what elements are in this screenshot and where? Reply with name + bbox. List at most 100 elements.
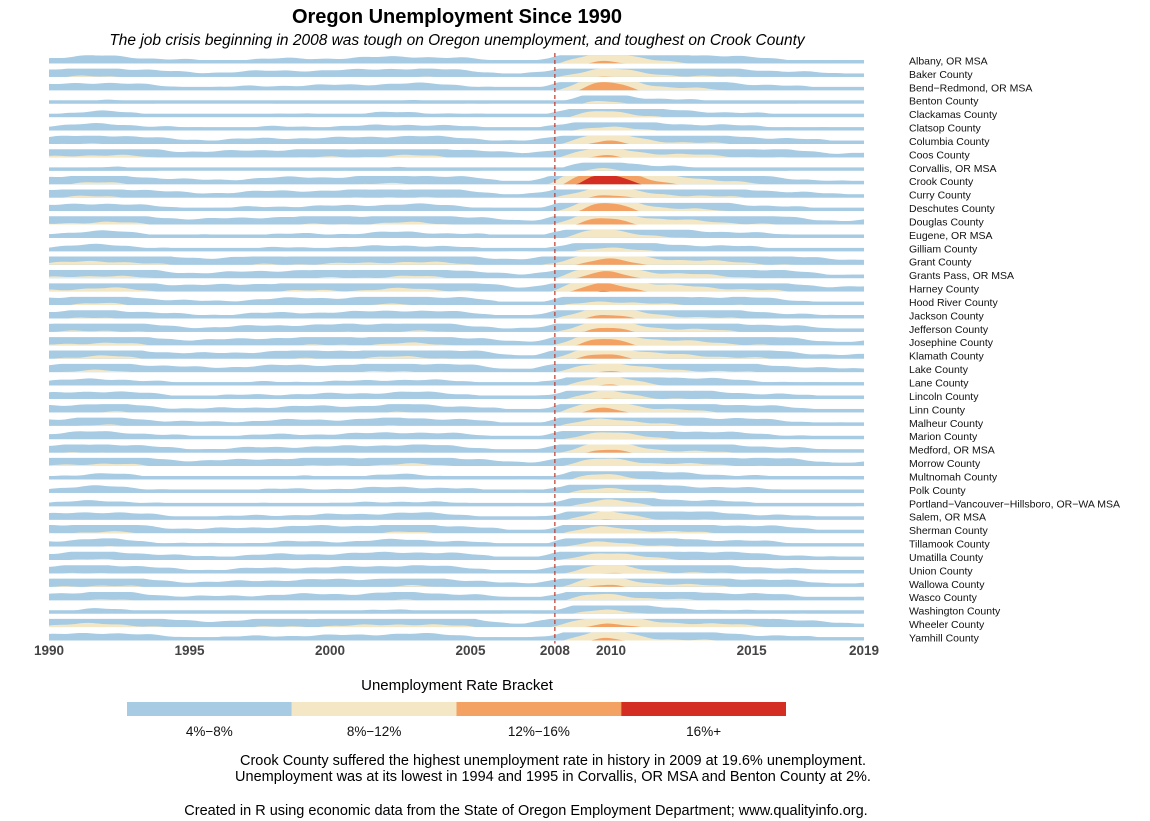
- horizon-row-9: [49, 162, 864, 171]
- row-label: Wasco County: [909, 592, 978, 604]
- row-label: Douglas County: [909, 216, 984, 228]
- horizon-row-44: [49, 632, 864, 641]
- horizon-row-21: [49, 323, 864, 332]
- row-label: Linn County: [909, 404, 966, 416]
- row-band-1: [49, 269, 864, 279]
- horizon-row-38: [49, 551, 864, 560]
- row-band-1: [49, 323, 864, 332]
- row-band-2: [49, 135, 864, 144]
- row-band-2: [49, 553, 864, 560]
- row-label: Lane County: [909, 378, 969, 390]
- row-labels: Albany, OR MSA Baker CountyBend−Redmond, …: [909, 55, 1120, 644]
- horizon-row-19: [49, 296, 864, 305]
- row-band-1: [49, 578, 864, 587]
- legend-label: 16%+: [686, 724, 721, 739]
- row-band-1: [49, 471, 864, 480]
- row-band-1: [49, 498, 864, 507]
- x-tick-label: 2019: [849, 643, 879, 658]
- horizon-row-28: [49, 417, 864, 426]
- legend-label: 12%−16%: [508, 724, 570, 739]
- row-label: Jefferson County: [909, 324, 989, 336]
- row-band-1: [49, 95, 864, 104]
- source-note: Created in R using economic data from th…: [184, 803, 867, 819]
- row-band-2: [49, 269, 864, 279]
- horizon-row-7: [49, 135, 864, 144]
- row-band-1: [49, 108, 864, 118]
- row-band-1: [49, 243, 864, 252]
- legend-swatch: [621, 702, 786, 716]
- row-band-2: [49, 283, 864, 292]
- horizon-rows: [49, 55, 864, 641]
- horizon-row-43: [49, 618, 864, 628]
- row-band-2: [49, 189, 864, 198]
- row-label: Albany, OR MSA: [909, 55, 988, 67]
- row-label: Josephine County: [909, 337, 994, 349]
- row-band-2: [49, 418, 864, 426]
- row-label: Crook County: [909, 176, 974, 188]
- row-band-2: [49, 256, 864, 265]
- row-band-1: [49, 189, 864, 198]
- chart-title: Oregon Unemployment Since 1990: [292, 6, 622, 28]
- row-label: Wheeler County: [909, 619, 985, 631]
- horizon-row-31: [49, 457, 864, 467]
- legend-label: 8%−12%: [347, 724, 401, 739]
- row-band-1: [49, 68, 864, 77]
- row-label: Gilliam County: [909, 243, 978, 255]
- row-band-1: [49, 202, 864, 212]
- horizon-row-2: [49, 68, 864, 77]
- horizon-row-8: [49, 149, 864, 158]
- row-label: Lincoln County: [909, 391, 979, 403]
- horizon-row-39: [49, 565, 864, 574]
- horizon-row-40: [49, 578, 864, 587]
- horizon-row-13: [49, 216, 864, 225]
- row-band-1: [49, 444, 864, 453]
- horizon-row-14: [49, 229, 864, 238]
- row-label: Clatsop County: [909, 123, 982, 135]
- horizon-row-18: [49, 283, 864, 292]
- x-tick-label: 2005: [456, 643, 487, 658]
- row-band-3: [49, 176, 864, 185]
- row-band-1: [49, 296, 864, 305]
- row-label: Salem, OR MSA: [909, 512, 986, 524]
- row-label: Malheur County: [909, 418, 984, 430]
- x-axis: 1990 1995 2000 2005 2008 2010 2015 2019: [34, 643, 879, 658]
- row-band-1: [49, 135, 864, 144]
- horizon-row-23: [49, 350, 864, 359]
- legend-swatch: [456, 702, 622, 716]
- row-base-band: [49, 100, 864, 104]
- row-band-1: [49, 216, 864, 225]
- legend-title: Unemployment Rate Bracket: [361, 677, 554, 694]
- row-label: Curry County: [909, 190, 972, 202]
- row-label: Sherman County: [909, 525, 989, 537]
- row-band-1: [49, 310, 864, 319]
- row-label: Coos County: [909, 149, 970, 161]
- x-tick-label: 2008: [540, 643, 571, 658]
- horizon-row-27: [49, 404, 864, 413]
- row-band-2: [49, 149, 864, 158]
- horizon-row-33: [49, 484, 864, 493]
- row-label: Wallowa County: [909, 579, 985, 591]
- horizon-row-24: [49, 363, 864, 373]
- row-label: Eugene, OR MSA: [909, 230, 992, 242]
- row-band-1: [49, 592, 864, 601]
- legend-swatch: [291, 702, 457, 716]
- horizon-row-15: [49, 243, 864, 252]
- horizon-row-10: [49, 176, 864, 185]
- horizon-row-36: [49, 524, 864, 534]
- row-band-2: [49, 323, 864, 332]
- row-base-band: [49, 167, 864, 171]
- row-band-2: [49, 404, 864, 413]
- row-band-1: [49, 377, 864, 386]
- row-label: Tillamook County: [909, 539, 990, 551]
- horizon-row-29: [49, 431, 864, 440]
- row-label: Yamhill County: [909, 632, 980, 644]
- horizon-row-4: [49, 95, 864, 104]
- row-label: Columbia County: [909, 136, 990, 148]
- row-band-2: [49, 216, 864, 225]
- x-tick-label: 2000: [315, 643, 345, 658]
- row-band-1: [49, 82, 864, 91]
- row-label: Benton County: [909, 96, 979, 108]
- row-band-1: [49, 55, 864, 64]
- horizon-row-42: [49, 605, 864, 614]
- row-band-2: [49, 618, 864, 628]
